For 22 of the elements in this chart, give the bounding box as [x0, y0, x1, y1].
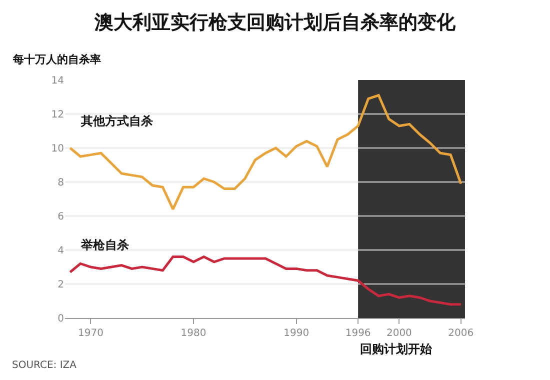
y-tick-label: 10: [51, 144, 64, 154]
y-tick-label: 0: [58, 314, 64, 324]
x-tick-label: 2000: [386, 328, 412, 339]
line-series: [68, 256, 462, 306]
y-tick-label: 4: [58, 246, 64, 256]
series-label: 举枪自杀: [80, 238, 129, 252]
y-tick-label: 12: [51, 110, 64, 120]
y-tick-label: 6: [58, 212, 64, 222]
y-tick-label: 8: [58, 178, 64, 188]
line-series: [68, 94, 462, 210]
chart-title: 澳大利亚实行枪支回购计划后自杀率的变化: [94, 12, 456, 34]
x-tick-label: 1970: [78, 328, 104, 339]
y-axis-title: 每十万人的自杀率: [12, 53, 101, 66]
y-tick-label: 14: [51, 76, 64, 86]
x-tick-label: 1990: [284, 328, 310, 339]
x-tick-label: 1996: [345, 328, 371, 339]
band-label: 回购计划开始: [360, 342, 433, 356]
source-note: SOURCE: IZA: [12, 360, 77, 371]
x-tick-label: 2006: [448, 328, 474, 339]
series-label: 其他方式自杀: [80, 114, 153, 128]
y-tick-label: 2: [58, 280, 64, 290]
x-tick-label: 1980: [180, 328, 206, 339]
